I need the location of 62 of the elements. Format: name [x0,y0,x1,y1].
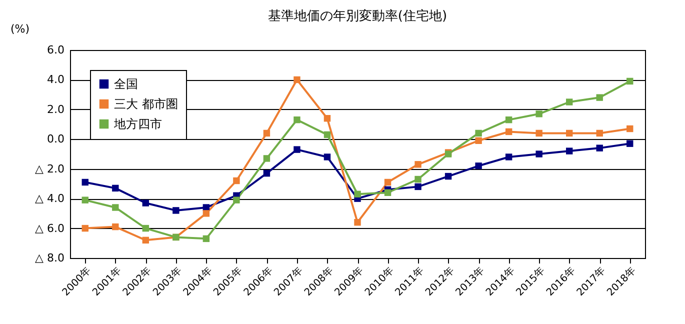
point [263,155,270,162]
y-tick-label: △ 8.0 [35,252,64,264]
point [414,183,422,190]
point [82,224,88,232]
point [475,162,482,170]
point [233,177,240,184]
point [142,200,150,206]
point [414,161,422,168]
point [475,137,482,144]
point [354,190,361,198]
legend-label: 地方四市 [113,117,162,131]
point [536,130,542,137]
point [505,154,512,160]
point [414,176,422,183]
point [596,130,603,137]
point [626,125,634,132]
point [596,94,603,101]
point [566,98,573,106]
point [354,218,361,226]
point [82,178,88,186]
y-tick-label: 2.0 [47,102,64,116]
point [505,128,512,136]
point [324,154,331,160]
y-tick-label: 4.0 [47,73,64,86]
point [475,130,482,137]
point [384,189,392,196]
point [202,235,210,242]
point [566,130,573,137]
legend-label: 全国 [114,77,138,91]
point [536,110,542,118]
point [384,178,392,186]
point [324,114,331,122]
point [294,76,300,84]
point [294,116,300,124]
y-tick-label: △ 2.0 [35,162,64,176]
y-tick-label: 6.0 [47,44,64,56]
point [112,223,119,230]
y-tick-label: △ 6.0 [35,222,64,235]
point [566,148,573,154]
point [324,131,331,138]
point [112,204,119,211]
legend-label: 三大 都市圏 [114,97,178,111]
point [596,144,603,152]
point [505,116,512,124]
point [444,172,452,180]
point [202,210,210,217]
point [536,150,542,158]
point [626,140,634,147]
y-tick-label: 0.0 [47,132,64,146]
point [233,196,240,204]
point [82,196,88,204]
point [172,207,180,214]
chart-title: 基準地価の年別変動率(住宅地) [268,8,448,24]
point [294,146,300,153]
y-axis-title: (%) [10,22,30,36]
point [142,224,150,232]
point [263,170,270,177]
point [112,184,119,192]
point [626,78,634,85]
y-tick-label: △ 4.0 [35,192,64,206]
point [142,236,150,244]
point [263,130,270,137]
